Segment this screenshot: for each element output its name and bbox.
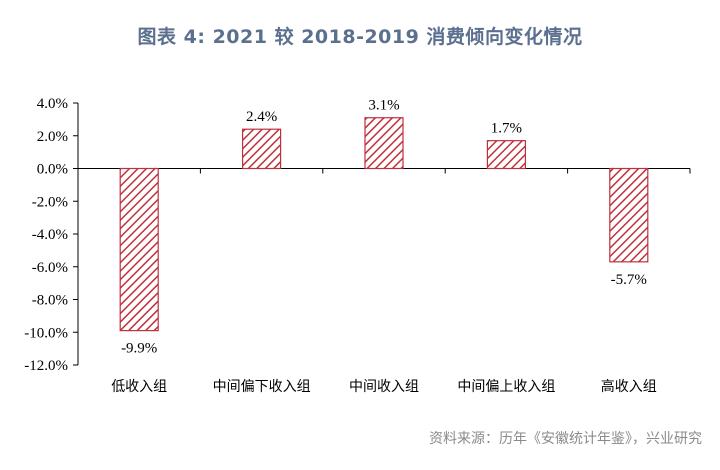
y-tick-label: -2.0% — [32, 194, 68, 210]
bar — [119, 167, 159, 332]
y-tick-label: -8.0% — [32, 293, 68, 309]
category-label: 中间偏上收入组 — [457, 379, 555, 395]
category-label: 中间收入组 — [349, 379, 419, 395]
data-label: -9.9% — [121, 341, 157, 357]
bar — [242, 128, 282, 170]
source-note: 资料来源：历年《安徽统计年鉴》，兴业研究 — [429, 431, 702, 447]
bar — [364, 117, 404, 170]
chart-title: 图表 4: 2021 较 2018-2019 消费倾向变化情况 — [137, 26, 583, 48]
chart-labels: -9.9% 低收入组 2.4% 中间偏下收入组 3.1% 中间收入组 1.7% 中间偏上收入组… — [111, 98, 657, 395]
data-label: 3.1% — [368, 98, 399, 114]
y-tick-label: -6.0% — [32, 260, 68, 276]
y-tick-label: 4.0% — [37, 96, 68, 112]
y-tick-label: 0.0% — [37, 162, 68, 178]
data-label: 2.4% — [246, 109, 277, 125]
bar — [486, 140, 526, 170]
y-tick-label: -10.0% — [24, 325, 68, 341]
data-label: 1.7% — [491, 121, 522, 137]
category-label: 低收入组 — [111, 379, 167, 395]
y-tick-label: 2.0% — [37, 129, 68, 145]
chart-bars — [119, 117, 649, 332]
y-tick-label: -4.0% — [32, 227, 68, 243]
data-label: -5.7% — [611, 272, 647, 288]
category-label: 中间偏下收入组 — [213, 379, 311, 395]
category-label: 高收入组 — [601, 378, 657, 395]
chart-axes: 4.0% 2.0% 0.0% -2.0% -4.0% -6.0% -8.0% -10.0% -1… — [24, 96, 691, 374]
y-tick-label: -12.0% — [24, 358, 68, 374]
bar — [609, 167, 649, 263]
